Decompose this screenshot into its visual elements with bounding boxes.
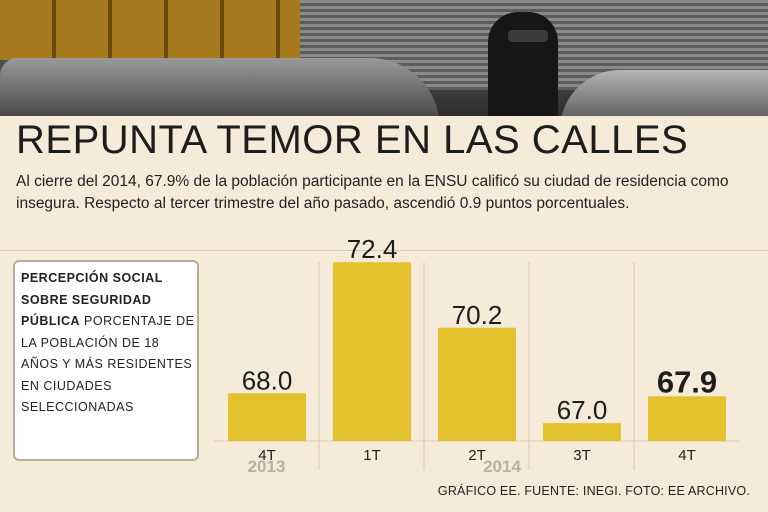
bar [648,396,726,441]
photo-officer [488,12,558,116]
category-label: 4T [258,447,276,464]
header-photo [0,0,768,116]
category-label: 2T [468,447,486,464]
photo-vehicle [0,58,440,116]
value-label: 72.4 [347,234,398,264]
credit-line: GRÁFICO EE. FUENTE: INEGI. FOTO: EE ARCH… [437,484,750,498]
legend-title: PERCEPCIÓN SOCIAL SOBRE SEGURIDAD PÚBLIC… [21,271,163,328]
value-label: 68.0 [242,365,293,395]
category-label: 1T [363,447,381,464]
year-label: 2014 [483,457,521,476]
bar [228,393,306,441]
section-divider [0,250,768,251]
photo-officer-visor [508,30,548,42]
deck-text: Al cierre del 2014, 67.9% de la població… [16,173,729,212]
category-label: 4T [678,447,696,464]
legend-box: PERCEPCIÓN SOCIAL SOBRE SEGURIDAD PÚBLIC… [13,260,199,461]
bar [333,262,411,441]
year-label: 2013 [248,457,286,476]
bar [438,327,516,441]
headline: REPUNTA TEMOR EN LAS CALLES [16,118,689,162]
bar [543,423,621,441]
category-label: 3T [573,447,591,464]
value-label: 67.0 [557,395,608,425]
legend-description: PORCENTAJE DE LA POBLACIÓN DE 18 AÑOS Y … [21,314,195,414]
value-label: 67.9 [657,364,717,399]
value-label: 70.2 [452,300,503,330]
photo-wall [0,0,300,60]
photo-vehicle-right [560,70,768,116]
